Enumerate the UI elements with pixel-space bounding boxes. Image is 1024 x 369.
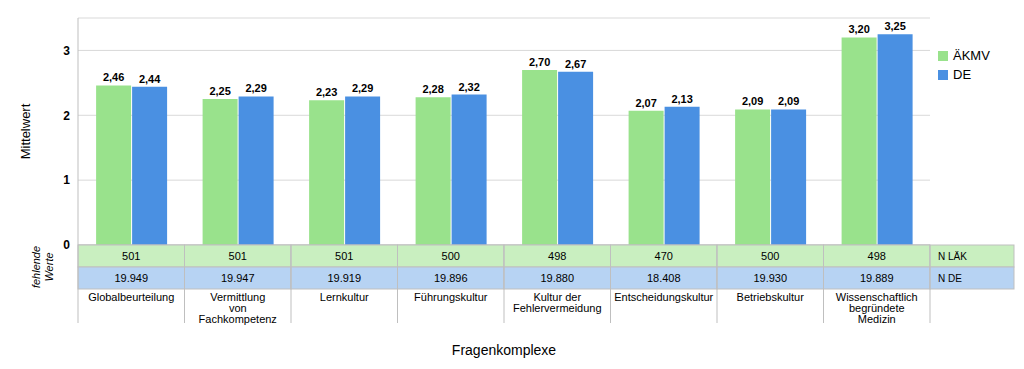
svg-text:2,70: 2,70	[529, 56, 550, 68]
svg-text:2,28: 2,28	[422, 83, 443, 95]
svg-text:fehlendeWerte: fehlendeWerte	[30, 246, 55, 288]
svg-text:3,25: 3,25	[884, 20, 905, 32]
svg-text:501: 501	[229, 250, 247, 262]
svg-text:2,25: 2,25	[209, 85, 230, 97]
html-text:ÄKMV: ÄKMV	[953, 48, 990, 63]
svg-text:19.896: 19.896	[434, 272, 468, 284]
svg-text:2,09: 2,09	[742, 95, 763, 107]
svg-text:2: 2	[63, 109, 70, 123]
svg-text:3,20: 3,20	[848, 23, 869, 35]
svg-text:501: 501	[335, 250, 353, 262]
svg-text:2,07: 2,07	[635, 97, 656, 109]
svg-text:500: 500	[761, 250, 779, 262]
svg-text:2,13: 2,13	[671, 93, 692, 105]
svg-text:19.947: 19.947	[221, 272, 255, 284]
svg-text:2,29: 2,29	[245, 82, 266, 94]
svg-text:498: 498	[868, 250, 886, 262]
svg-text:2,09: 2,09	[778, 95, 799, 107]
svg-text:500: 500	[442, 250, 460, 262]
svg-text:VermittlungvonFachkompetenz: VermittlungvonFachkompetenz	[199, 291, 277, 325]
svg-text:2,46: 2,46	[103, 71, 124, 83]
svg-text:N LÄK: N LÄK	[938, 251, 967, 262]
svg-text:1: 1	[63, 173, 70, 187]
svg-text:Lernkultur: Lernkultur	[320, 291, 369, 303]
svg-text:Kultur derFehlervermeidung: Kultur derFehlervermeidung	[513, 291, 602, 314]
svg-text:Fragenkomplexe: Fragenkomplexe	[452, 342, 556, 358]
svg-text:19.889: 19.889	[860, 272, 894, 284]
svg-text:470: 470	[655, 250, 673, 262]
svg-text:501: 501	[122, 250, 140, 262]
svg-text:498: 498	[548, 250, 566, 262]
svg-text:2,32: 2,32	[458, 81, 479, 93]
svg-text:19.919: 19.919	[327, 272, 361, 284]
svg-text:WissenschaftlichbegründeteMedi: WissenschaftlichbegründeteMedizin	[836, 291, 918, 325]
svg-text:N DE: N DE	[938, 273, 962, 284]
svg-text:19.880: 19.880	[540, 272, 574, 284]
svg-text:2,44: 2,44	[139, 73, 161, 85]
svg-text:Führungskultur: Führungskultur	[414, 291, 488, 303]
svg-text:19.949: 19.949	[114, 272, 148, 284]
svg-text:2,23: 2,23	[316, 86, 337, 98]
svg-text:Entscheidungskultur: Entscheidungskultur	[614, 291, 713, 303]
svg-text:Globalbeurteilung: Globalbeurteilung	[88, 291, 174, 303]
svg-text:18.408: 18.408	[647, 272, 681, 284]
svg-text:3: 3	[63, 44, 70, 58]
svg-text:Betriebskultur: Betriebskultur	[737, 291, 805, 303]
svg-text:2,67: 2,67	[565, 58, 586, 70]
svg-text:0: 0	[63, 238, 70, 252]
html-text:DE: DE	[953, 67, 972, 82]
svg-text:Mittelwert: Mittelwert	[18, 103, 33, 159]
svg-text:2,29: 2,29	[352, 82, 373, 94]
svg-text:19.930: 19.930	[753, 272, 787, 284]
